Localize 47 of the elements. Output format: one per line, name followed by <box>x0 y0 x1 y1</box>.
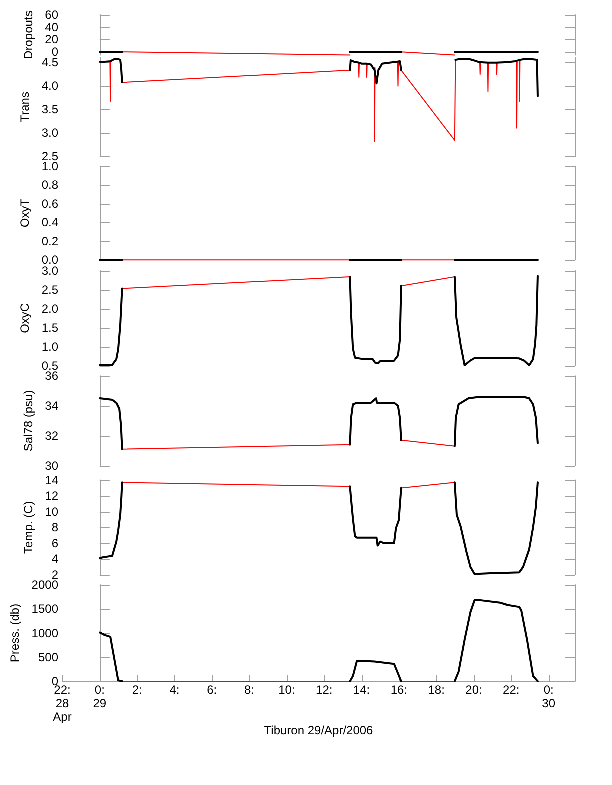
y-tick-label: 500 <box>38 650 59 664</box>
y-tick-label: 14 <box>45 472 59 487</box>
y-tick-label: 0.4 <box>42 216 59 230</box>
x-tick-label: 16: <box>390 682 408 697</box>
x-tick-label: 8: <box>244 682 255 697</box>
y-tick-label: 12 <box>45 488 59 503</box>
y-tick-label: 0.6 <box>42 197 59 212</box>
x-tick-label: 4: <box>170 682 180 697</box>
y-tick-label: 0.2 <box>42 234 59 249</box>
x-tick-label: 6: <box>207 682 218 697</box>
y-tick-label: 1500 <box>32 602 59 616</box>
y-axis-title: Sal78 (psu) <box>21 390 36 452</box>
x-tick-label: 2: <box>132 682 142 697</box>
x-tick-label: 22: <box>503 682 520 697</box>
y-tick-label: 1000 <box>32 626 59 640</box>
y-tick-label: 3.5 <box>42 102 59 116</box>
y-tick-label: 1.0 <box>42 340 59 354</box>
y-axis-title: OxyC <box>18 302 32 334</box>
y-axis-title: Trans <box>18 92 32 122</box>
y-tick-label: 60 <box>45 8 59 22</box>
y-tick-label: 6 <box>52 536 59 550</box>
y-tick-label: 3.0 <box>42 126 59 140</box>
y-tick-label: 2.0 <box>42 302 59 316</box>
x-tick-label: 12: <box>316 682 333 697</box>
y-axis-title: Dropouts <box>21 10 36 60</box>
y-tick-label: 4.0 <box>42 78 59 93</box>
x-axis-title: Tiburon 29/Apr/2006 <box>264 723 374 738</box>
y-tick-label: 30 <box>45 458 59 473</box>
x-tick-label: 10: <box>278 682 296 697</box>
y-tick-label: 0.8 <box>42 178 59 193</box>
x-tick-label: 0: 29 <box>93 682 107 710</box>
y-tick-label: 4 <box>52 552 59 566</box>
y-tick-label: 34 <box>45 398 59 413</box>
x-tick-label: 14: <box>353 682 370 697</box>
y-axis-title: Temp. (C) <box>21 501 36 554</box>
y-tick-label: 10 <box>45 504 59 519</box>
x-tick-label: 18: <box>428 682 445 697</box>
y-tick-label: 32 <box>45 428 59 443</box>
x-tick-label: 20: <box>466 682 482 697</box>
y-axis-title: Press. (db) <box>8 604 22 663</box>
y-tick-label: 20 <box>45 32 59 47</box>
y-tick-label: 40 <box>45 20 59 34</box>
y-tick-label: 2.5 <box>42 282 59 297</box>
x-tick-label: 0: 30 <box>542 682 556 710</box>
y-axis-title: OxyT <box>18 198 32 228</box>
y-tick-label: 1.5 <box>42 320 59 335</box>
y-tick-label: 8 <box>52 520 59 534</box>
